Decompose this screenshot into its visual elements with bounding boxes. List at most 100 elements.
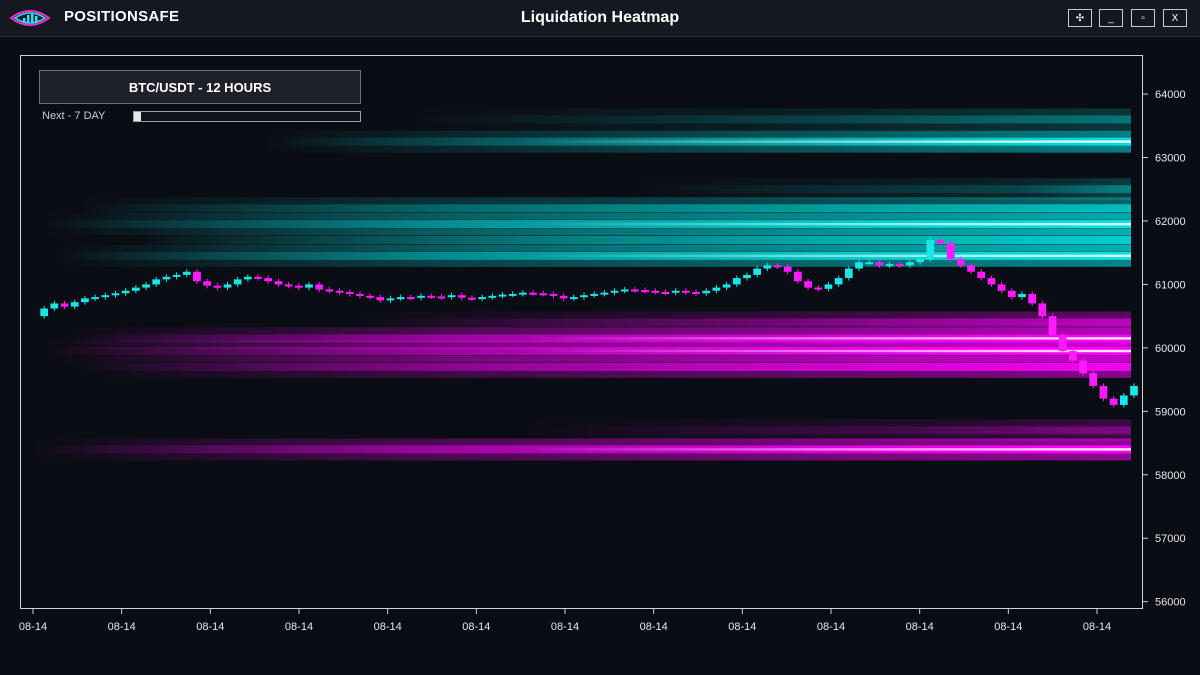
candle <box>661 292 670 295</box>
liquidation-band <box>22 426 1131 435</box>
x-tick-label: 08-14 <box>374 621 402 633</box>
candle <box>906 262 914 266</box>
candle <box>508 293 517 296</box>
y-tick-label: 57000 <box>1155 533 1186 545</box>
candle <box>1007 290 1016 298</box>
liquidation-band-core <box>22 349 1131 353</box>
candle <box>335 290 344 293</box>
candle <box>121 290 130 294</box>
liquidation-band <box>22 236 1131 244</box>
close-button[interactable]: X <box>1163 9 1187 27</box>
candle <box>366 295 374 298</box>
candle <box>844 268 853 279</box>
x-tick-label: 08-14 <box>462 621 490 633</box>
liquidation-band <box>22 318 1131 327</box>
move-button[interactable]: ✣ <box>1068 9 1092 27</box>
x-tick-label: 08-14 <box>196 621 224 633</box>
candle <box>203 281 212 286</box>
candle <box>956 259 965 266</box>
x-tick-label: 08-14 <box>817 621 845 633</box>
candle <box>783 266 792 272</box>
candle <box>743 274 751 279</box>
maximize-button[interactable]: ▫ <box>1131 9 1155 27</box>
y-tick-label: 59000 <box>1155 406 1186 418</box>
x-tick-label: 08-14 <box>551 621 579 633</box>
y-tick-label: 63000 <box>1155 153 1186 165</box>
candle <box>936 240 945 244</box>
candle <box>885 264 894 267</box>
candle <box>81 298 89 303</box>
candle <box>101 295 110 298</box>
liquidation-band-core <box>22 222 1131 226</box>
candle <box>131 287 140 291</box>
eye-logo-icon <box>9 10 51 26</box>
minimize-button[interactable]: _ <box>1099 9 1123 27</box>
candle <box>1018 293 1026 298</box>
candle <box>417 295 425 298</box>
candle <box>1119 395 1128 405</box>
candle <box>356 293 364 296</box>
candle <box>60 303 69 307</box>
candle <box>569 297 578 300</box>
range-label: Next - 7 DAY <box>42 110 106 122</box>
candle <box>50 303 59 309</box>
candle <box>478 297 487 300</box>
candle <box>172 274 181 277</box>
liquidation-band-core <box>22 254 1131 258</box>
candle <box>223 284 232 288</box>
candle <box>447 295 456 298</box>
candle <box>997 284 1006 291</box>
candle <box>305 284 313 288</box>
candle <box>855 262 863 269</box>
range-slider-handle[interactable] <box>134 112 141 121</box>
candle <box>559 295 568 299</box>
candle <box>1028 293 1037 304</box>
candle <box>539 293 548 296</box>
brand-name: POSITIONSAFE <box>64 8 180 25</box>
candle <box>967 265 975 272</box>
candle <box>529 292 537 295</box>
candle <box>406 297 415 300</box>
candle <box>315 284 324 290</box>
window-title: Liquidation Heatmap <box>520 9 680 26</box>
candle <box>875 262 884 266</box>
candle <box>162 276 171 280</box>
candle <box>610 290 619 293</box>
candle <box>70 302 79 307</box>
candle <box>987 278 996 285</box>
x-tick-label: 08-14 <box>108 621 136 633</box>
candle <box>345 292 354 295</box>
candle <box>692 292 700 295</box>
candle <box>386 298 395 301</box>
candle <box>794 271 802 282</box>
candle <box>773 265 782 268</box>
candle <box>142 284 150 288</box>
range-slider[interactable] <box>133 111 361 122</box>
candle <box>91 297 99 300</box>
candle <box>437 296 446 299</box>
pair-timeframe-selector[interactable]: BTC/USDT - 12 HOURS <box>39 70 361 104</box>
candle <box>712 287 721 291</box>
y-tick-label: 60000 <box>1155 343 1186 355</box>
candle <box>620 289 629 292</box>
candle <box>590 293 599 296</box>
candle <box>233 279 242 285</box>
x-tick-label: 08-14 <box>640 621 668 633</box>
candle <box>182 271 191 275</box>
candle <box>804 281 812 288</box>
x-tick-label: 08-14 <box>906 621 934 633</box>
liquidation-band-core <box>22 448 1131 451</box>
candle <box>284 284 293 287</box>
liquidation-band <box>22 204 1131 213</box>
candle <box>549 293 558 296</box>
liquidation-band <box>22 115 1131 124</box>
candle <box>732 278 741 285</box>
candle <box>814 287 823 290</box>
y-tick-label: 62000 <box>1155 216 1186 228</box>
candle <box>1079 360 1087 374</box>
title-bar: POSITIONSAFE Liquidation Heatmap ✣ _ ▫ X <box>0 0 1200 37</box>
x-tick-label: 08-14 <box>19 621 47 633</box>
candle <box>702 290 711 294</box>
liquidation-band <box>22 362 1131 371</box>
